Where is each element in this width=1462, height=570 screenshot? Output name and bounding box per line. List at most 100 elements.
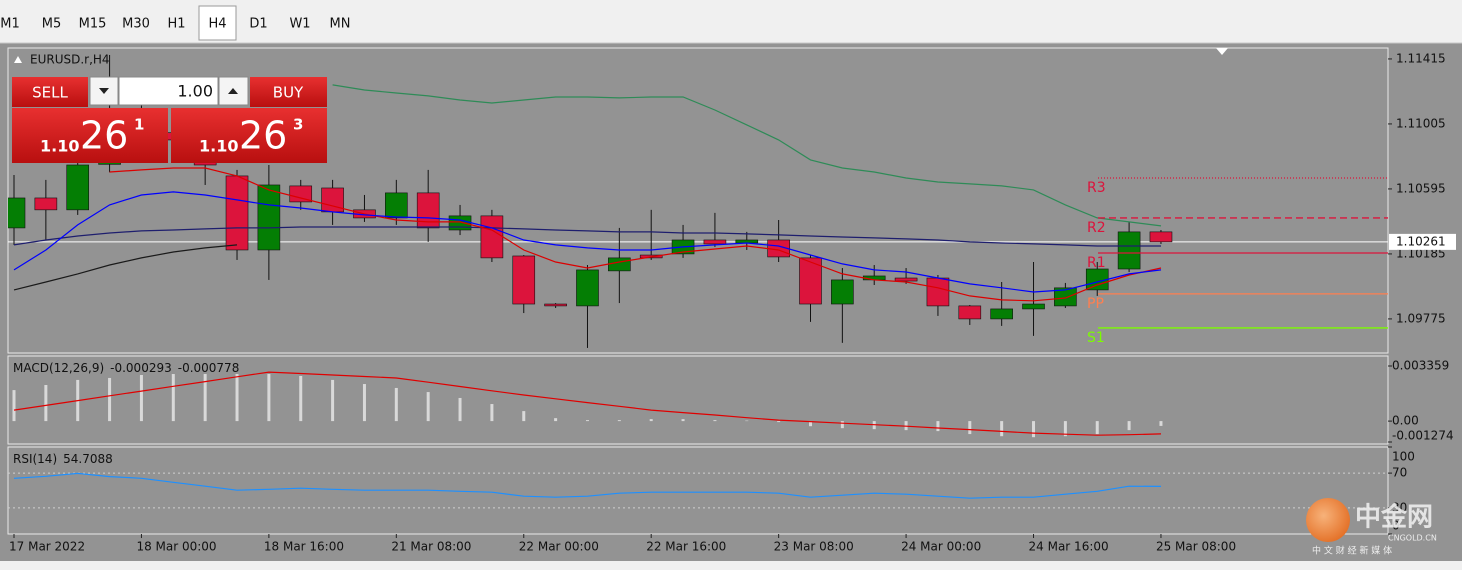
candle-body <box>448 215 472 231</box>
macd-bar <box>649 419 653 422</box>
candle-body <box>608 257 631 272</box>
candle-body <box>926 277 950 307</box>
macd-bar <box>362 384 366 422</box>
x-tick-label: 24 Mar 16:00 <box>1029 540 1109 554</box>
timeframe-button[interactable] <box>35 6 68 40</box>
timeframe-label: W1 <box>289 17 310 32</box>
x-tick-label: 18 Mar 00:00 <box>136 540 216 554</box>
timeframe-button[interactable] <box>0 6 30 40</box>
y-tick-label: 1.11415 <box>1396 51 1446 65</box>
macd-bar <box>458 397 462 422</box>
rsi-panel <box>7 446 1389 535</box>
timeframe-label: M1 <box>0 17 20 32</box>
timeframe-button[interactable] <box>117 6 155 40</box>
pivot-label: R2 <box>1087 220 1106 236</box>
candle-body <box>576 269 599 307</box>
macd-bar <box>968 421 972 435</box>
y-tick-label: 70 <box>1392 466 1407 480</box>
y-tick-label: 100 <box>1392 450 1415 464</box>
macd-bar <box>777 421 781 423</box>
timeframe-button[interactable] <box>70 6 115 40</box>
y-tick-label: 0 <box>1392 519 1400 533</box>
y-tick-label: 0.003359 <box>1392 359 1449 373</box>
timeframe-label: MN <box>330 17 351 32</box>
timeframe-label: H4 <box>208 17 226 32</box>
rsi-value: 54.7088 <box>63 452 113 466</box>
macd-bar <box>139 375 143 422</box>
lot-value: 1.00 <box>177 82 213 101</box>
sell-label: SELL <box>32 84 68 102</box>
candle-body <box>958 305 982 320</box>
lot-input[interactable] <box>118 76 219 106</box>
bid-big: 1.10 <box>40 137 79 156</box>
macd-bar <box>1127 421 1131 431</box>
macd-bar <box>936 421 940 432</box>
macd-bar <box>840 421 844 429</box>
timeframe-button[interactable] <box>322 6 358 40</box>
macd-bar <box>171 374 175 422</box>
macd-signal-line <box>13 371 1162 436</box>
last-price-box <box>1389 233 1456 250</box>
candle-body <box>8 197 26 229</box>
candle-body <box>225 175 249 251</box>
indicator-line <box>13 226 1161 247</box>
candle-body <box>512 255 536 305</box>
candle-body <box>831 279 854 305</box>
rsi-title: RSI(14) <box>13 452 57 466</box>
ask-box[interactable] <box>171 108 327 163</box>
x-tick-label: 23 Mar 08:00 <box>774 540 854 554</box>
candle-body <box>1022 303 1045 310</box>
macd-bar <box>522 411 526 422</box>
candle-body <box>257 184 281 251</box>
macd-bar <box>426 392 430 422</box>
chart-title: EURUSD.r,H4 <box>30 53 110 67</box>
last-price-label: 1.10261 <box>1396 234 1446 248</box>
timeframe-label: M30 <box>122 17 150 32</box>
x-tick-label: 25 Mar 08:00 <box>1156 540 1236 554</box>
macd-bar <box>108 377 112 422</box>
buy-label: BUY <box>273 84 304 102</box>
macd-value: -0.000293 <box>110 361 172 375</box>
candle-body <box>416 192 440 229</box>
bottom-tabs <box>0 561 1462 570</box>
candle-body <box>703 239 727 245</box>
sell-button[interactable] <box>12 77 88 107</box>
timeframe-button[interactable] <box>198 5 237 41</box>
shift-marker <box>1216 48 1228 55</box>
arrow-down <box>99 88 109 94</box>
macd-bar <box>1032 421 1036 438</box>
macd-bar <box>235 374 239 422</box>
candle-body <box>544 303 567 307</box>
candle-body <box>1117 231 1141 270</box>
indicator-line <box>13 191 1162 293</box>
candle-body <box>66 164 90 211</box>
watermark-logo <box>1306 498 1350 542</box>
ask-small: 3 <box>293 116 303 134</box>
candle-body <box>990 308 1013 320</box>
macd-bar <box>331 379 335 422</box>
x-tick-label: 22 Mar 16:00 <box>646 540 726 554</box>
timeframe-button[interactable] <box>240 6 277 40</box>
candle-body <box>34 197 58 211</box>
pivot-label: R3 <box>1087 180 1106 196</box>
trade-panel: SELL 1.00 BUY 1.10 26 1 1.10 26 3 <box>12 76 327 163</box>
bid-main: 26 <box>80 114 128 158</box>
timeframe-button[interactable] <box>158 6 195 40</box>
y-tick-label: 0.00 <box>1392 414 1419 428</box>
macd-title: MACD(12,26,9) <box>13 361 104 375</box>
macd-bar <box>1000 421 1004 437</box>
y-tick-label: -0.001274 <box>1392 429 1454 443</box>
bid-box[interactable] <box>12 108 168 163</box>
buy-button[interactable] <box>250 77 327 107</box>
timeframe-label: M15 <box>79 17 107 32</box>
x-tick-label: 21 Mar 08:00 <box>391 540 471 554</box>
timeframe-button[interactable] <box>282 6 318 40</box>
candle-body <box>1149 231 1173 243</box>
timeframe-label: D1 <box>249 17 267 32</box>
macd-bar <box>554 418 558 422</box>
macd-bar <box>44 385 48 422</box>
macd-bar <box>617 420 621 422</box>
pivot-label: S1 <box>1087 330 1105 346</box>
y-tick-label: 1.11005 <box>1396 116 1446 130</box>
macd-bar <box>1159 421 1163 426</box>
